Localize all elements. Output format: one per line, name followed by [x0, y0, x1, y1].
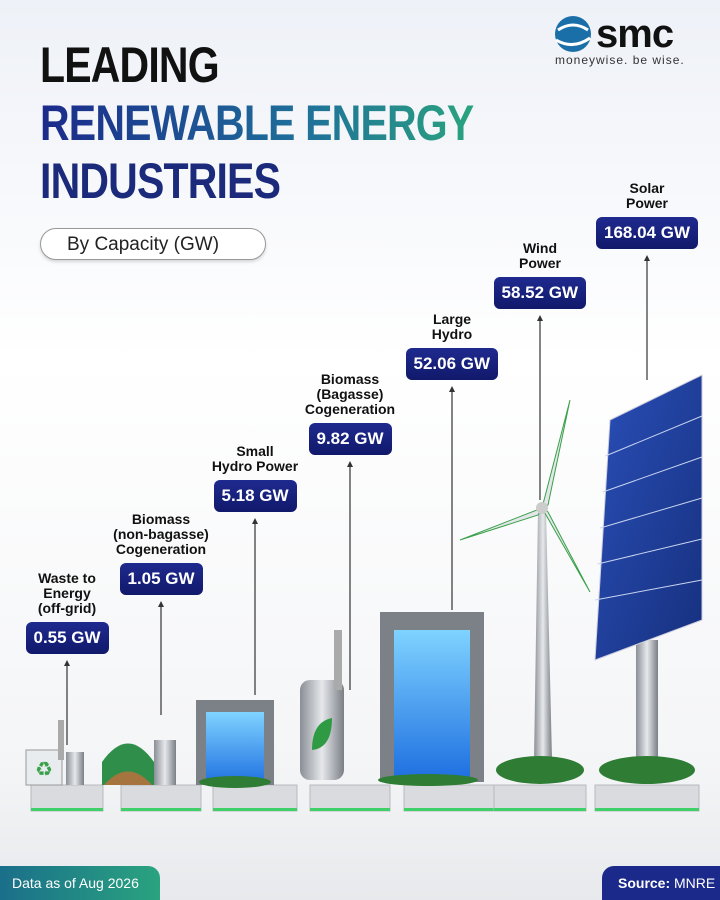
- item-label: Solar: [629, 180, 665, 196]
- title-line: LEADING: [40, 37, 220, 93]
- leaf: [312, 718, 332, 750]
- platform-glow: [404, 808, 500, 811]
- platform-glow: [213, 808, 297, 811]
- solar-pole: [636, 640, 658, 760]
- item-label: Energy: [43, 585, 91, 601]
- shrub: [378, 774, 478, 786]
- platform-glow: [494, 808, 586, 811]
- item-label: Biomass: [320, 371, 380, 387]
- item-label: Cogeneration: [304, 401, 396, 417]
- pointer-arrow: [537, 315, 543, 321]
- panel-grid: [594, 579, 703, 601]
- source-name: MNRE: [674, 875, 716, 891]
- platform-glow: [595, 808, 699, 811]
- item-label: Waste to: [38, 570, 96, 586]
- blade: [541, 507, 591, 593]
- item-label: Wind: [522, 240, 558, 256]
- platform: [120, 784, 202, 812]
- platform: [594, 784, 700, 812]
- platform: [212, 784, 298, 812]
- value-badge: 58.52 GW: [493, 277, 587, 309]
- blade: [459, 507, 544, 541]
- item-label: (non-bagasse): [113, 526, 209, 542]
- value-badge: 168.04 GW: [596, 217, 698, 249]
- blade: [541, 399, 571, 509]
- panel-grid: [597, 538, 703, 565]
- item-label: Large: [432, 311, 472, 327]
- pointer-arrow: [252, 518, 258, 524]
- data-note: Data as of Aug 2026: [0, 866, 160, 900]
- item-label: (Bagasse): [316, 386, 384, 402]
- value-badge: 1.05 GW: [119, 563, 203, 595]
- water-small: [206, 712, 264, 785]
- subtitle: By Capacity (GW): [40, 228, 266, 260]
- item-label: Biomass: [131, 511, 191, 527]
- pointer-arrow: [644, 255, 650, 261]
- item-label: Hydro Power: [211, 458, 299, 474]
- logo-tagline: moneywise. be wise.: [555, 53, 685, 67]
- item-label: Cogeneration: [115, 541, 207, 557]
- source-label: Source:: [618, 875, 671, 891]
- dome: [102, 743, 154, 785]
- woodchips: [104, 771, 152, 785]
- panel-grid: [605, 415, 703, 457]
- item-label: (off-grid): [37, 600, 97, 616]
- shrub: [599, 756, 695, 784]
- logo-globe: [555, 16, 591, 52]
- value-badge: 9.82 GW: [308, 423, 392, 455]
- source: Source: MNRE: [602, 866, 720, 900]
- recycle-icon: ♻: [35, 759, 53, 781]
- pipe: [334, 630, 342, 690]
- value-badge: 0.55 GW: [25, 622, 109, 654]
- platform-glow: [310, 808, 390, 811]
- shrub: [199, 776, 271, 788]
- logo-lines: [555, 23, 591, 46]
- hub: [536, 502, 548, 514]
- title-line: INDUSTRIES: [40, 153, 281, 209]
- platform: [30, 784, 104, 812]
- water-large: [394, 630, 470, 780]
- logo-name: smc: [596, 12, 674, 56]
- pointer-arrow: [347, 461, 353, 467]
- chimney: [58, 720, 64, 760]
- pointer-arrow: [158, 601, 164, 607]
- panel-grid: [600, 497, 703, 529]
- panel-grid: [602, 456, 703, 493]
- platform: [403, 784, 501, 812]
- solar-panel: [594, 374, 703, 661]
- item-label: Power: [518, 255, 561, 271]
- platform: [309, 784, 391, 812]
- silo: [66, 752, 84, 785]
- value-badge: 5.18 GW: [213, 480, 297, 512]
- platform-glow: [31, 808, 103, 811]
- platform: [493, 784, 587, 812]
- tank: [154, 740, 176, 785]
- value-badge: 52.06 GW: [405, 348, 499, 380]
- platform-glow: [121, 808, 201, 811]
- waste-plant: [25, 749, 63, 786]
- pointer-arrow: [449, 386, 455, 392]
- item-label: Power: [625, 195, 668, 211]
- item-label: Hydro: [431, 326, 473, 342]
- wind-tower: [534, 510, 552, 760]
- pointer-arrow: [64, 660, 70, 666]
- title-line: RENEWABLE ENERGY: [40, 95, 474, 151]
- item-label: Small: [236, 443, 274, 459]
- shrub: [496, 756, 584, 784]
